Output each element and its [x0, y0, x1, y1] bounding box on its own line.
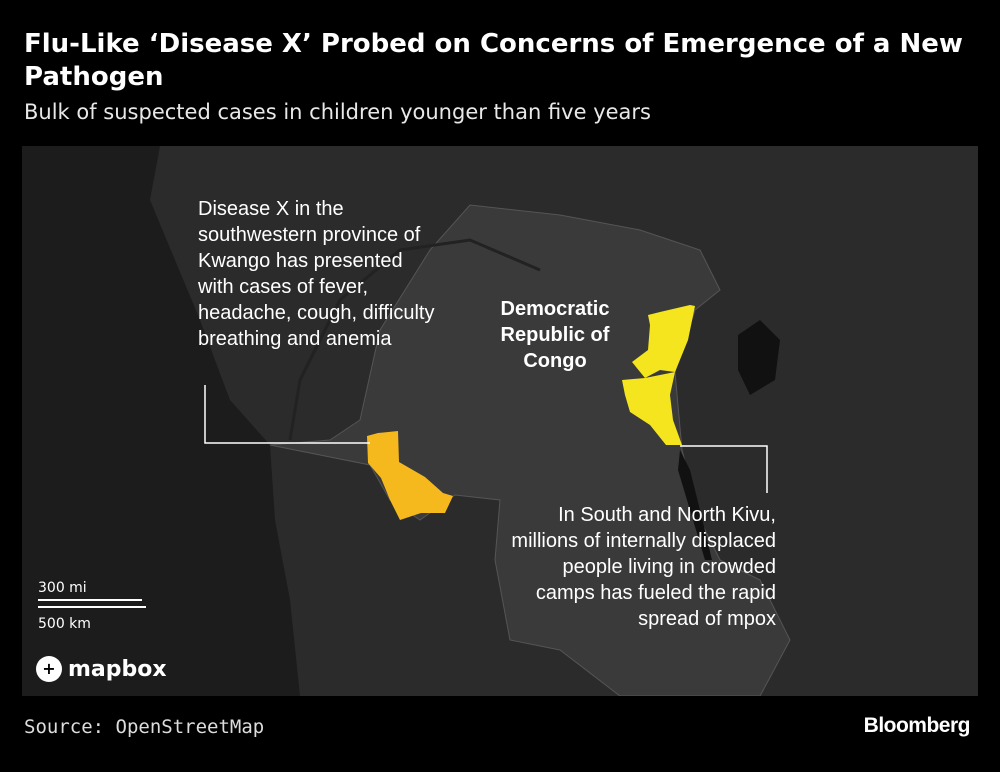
congo-river: [288, 238, 541, 441]
scale-bar-miles: [38, 599, 142, 601]
region-north-kivu: [632, 305, 695, 378]
ocean: [22, 146, 300, 696]
annotation-kwango: Disease X in the southwestern province o…: [198, 198, 435, 350]
chart-subtitle: Bulk of suspected cases in children youn…: [24, 100, 651, 124]
scale-km: 500 km: [38, 616, 91, 632]
region-kwango: [367, 431, 453, 520]
annotation-kivu: In South and North Kivu, millions of int…: [511, 504, 776, 630]
leader-line-kivu: [680, 445, 768, 493]
mapbox-text: mapbox: [68, 656, 167, 682]
source-note: Source: OpenStreetMap: [24, 716, 265, 738]
bloomberg-logo: Bloomberg: [863, 714, 971, 737]
lake: [738, 320, 780, 395]
scale-bar-km: [38, 606, 146, 608]
map[interactable]: [22, 146, 978, 696]
lake-tanganyika: [678, 450, 712, 560]
mapbox-logo[interactable]: + mapbox: [36, 656, 167, 682]
mapbox-icon: +: [36, 656, 62, 682]
country-label-drc: Democratic Republic of Congo: [500, 298, 610, 372]
chart-title: Flu-Like ‘Disease X’ Probed on Concerns …: [24, 29, 963, 92]
region-south-kivu: [622, 372, 682, 445]
scale-miles: 300 mi: [38, 580, 87, 596]
leader-line-kwango: [204, 385, 370, 444]
